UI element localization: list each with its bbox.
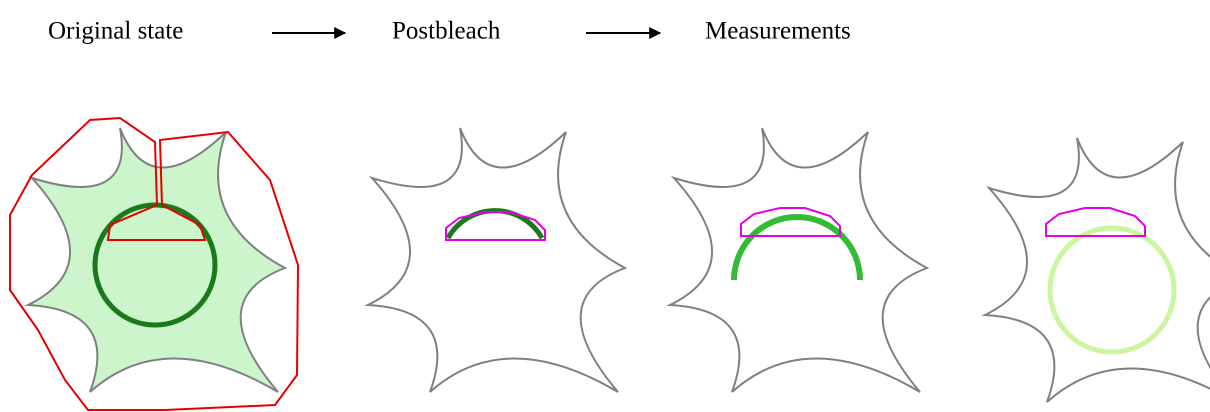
recovered-circle — [1050, 228, 1174, 352]
recovery-arc — [734, 217, 860, 280]
cell-outline — [670, 128, 927, 392]
step-label: Original state — [48, 18, 183, 45]
bleached-arc — [448, 211, 542, 238]
cell-outline — [368, 128, 625, 392]
step-label: Measurements — [705, 18, 851, 45]
cell-measure-1 — [670, 128, 927, 392]
cell-postbleach — [368, 128, 625, 392]
cell-measure-2 — [985, 138, 1210, 402]
cell-outline — [985, 138, 1210, 402]
diagram: Original state Postbleach Measurements — [0, 0, 1210, 412]
step-label: Postbleach — [392, 18, 501, 45]
